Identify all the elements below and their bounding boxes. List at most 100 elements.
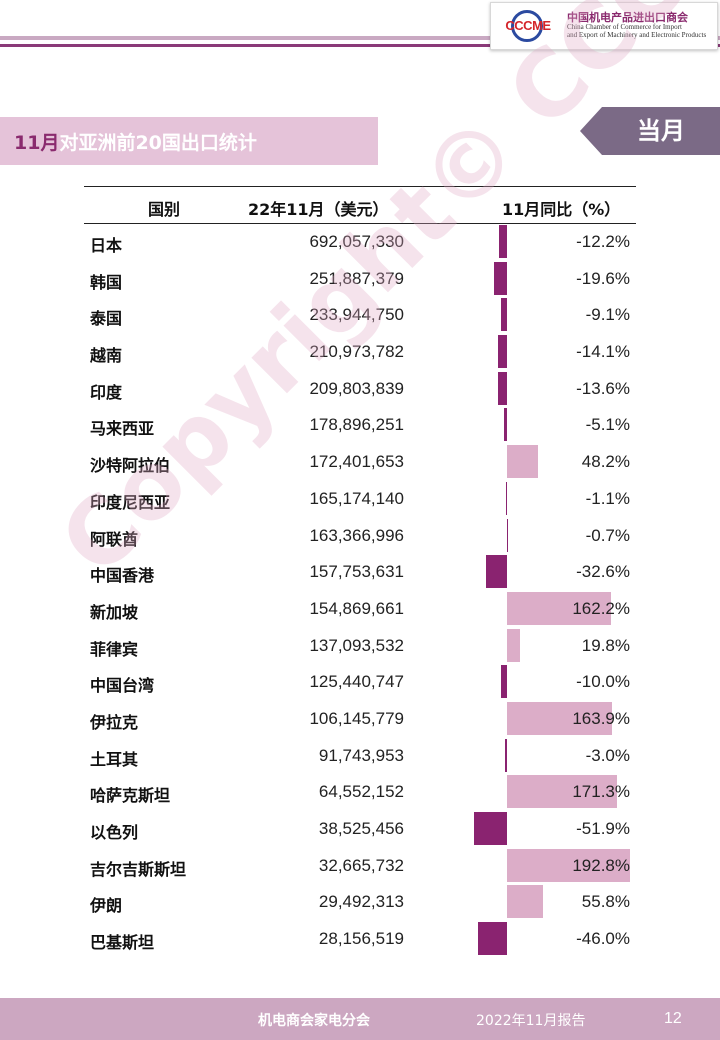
yoy-bar: [501, 298, 507, 332]
country-name: 泰国: [90, 309, 123, 329]
country-name: 哈萨克斯坦: [90, 786, 171, 806]
table-row: 马来西亚 178,896,251 -5.1%: [84, 407, 636, 444]
export-value: 28,156,519: [318, 929, 404, 949]
yoy-bar: [503, 408, 507, 442]
country-name: 伊朗: [90, 896, 123, 916]
logo: CCCME 中国机电产品进出口商会 China Chamber of Comme…: [490, 2, 718, 50]
country-name: 印度尼西亚: [90, 492, 171, 512]
period-badge: [580, 107, 720, 155]
yoy-bar: [507, 885, 543, 919]
export-value: 233,944,750: [309, 305, 404, 325]
country-name: 菲律宾: [90, 639, 139, 659]
export-value: 251,887,379: [309, 268, 404, 288]
yoy-percent: 163.9%: [572, 708, 630, 728]
country-name: 以色列: [90, 823, 139, 842]
col-header-value: 22年11月（美元）: [248, 200, 389, 219]
yoy-bar: [500, 665, 507, 699]
yoy-bar: [507, 701, 612, 735]
footer-org: 机电商会家电分会: [258, 1013, 370, 1029]
table-row: 伊朗 29,492,313 55.8%: [84, 884, 636, 921]
table-header: 国别 22年11月（美元） 11月同比（%）: [84, 186, 636, 224]
yoy-bar: [494, 261, 507, 295]
yoy-percent: -13.6%: [576, 378, 630, 398]
table-row: 印度 209,803,839 -13.6%: [84, 371, 636, 408]
table-row: 新加坡 154,869,661 162.2%: [84, 591, 636, 628]
export-value: 64,552,152: [318, 782, 404, 802]
title-month: 11月: [14, 131, 60, 154]
export-value: 137,093,532: [309, 635, 404, 655]
yoy-bar: [477, 922, 507, 956]
yoy-percent: -9.1%: [585, 305, 630, 325]
yoy-percent: -5.1%: [585, 415, 630, 435]
period-badge-label: 当月: [637, 117, 685, 145]
table-row: 菲律宾 137,093,532 19.8%: [84, 628, 636, 665]
export-value: 32,665,732: [318, 855, 404, 875]
country-name: 越南: [90, 346, 123, 366]
table-body: 日本 692,057,330 -12.2% 韩国 251,887,379 -19.6% 泰国…: [84, 224, 636, 958]
country-name: 吉尔吉斯斯坦: [90, 859, 187, 879]
yoy-bar: [507, 445, 538, 479]
country-name: 日本: [90, 236, 123, 255]
export-value: 210,973,782: [309, 342, 404, 362]
country-name: 阿联酋: [90, 529, 139, 549]
org-name-en-2: and Export of Machinery and Electronic P…: [567, 31, 707, 40]
footer: 机电商会家电分会 2022年11月报告 12: [0, 998, 720, 1040]
yoy-percent: -10.0%: [576, 672, 630, 692]
country-name: 新加坡: [90, 602, 139, 622]
yoy-percent: -3.0%: [585, 745, 630, 765]
country-name: 马来西亚: [90, 419, 155, 439]
col-header-country: 国别: [148, 200, 181, 219]
org-name-cn: 中国机电产品进出口商会: [567, 11, 688, 25]
title-text: 对亚洲前20国出口统计: [59, 131, 257, 154]
yoy-bar: [507, 628, 520, 662]
yoy-percent: -1.1%: [585, 488, 630, 508]
country-name: 巴基斯坦: [90, 933, 155, 953]
table-row: 伊拉克 106,145,779 163.9%: [84, 701, 636, 738]
yoy-bar: [506, 481, 508, 515]
yoy-bar: [473, 812, 507, 845]
header-band-dark: [0, 44, 720, 47]
export-value: 154,869,661: [309, 598, 404, 618]
yoy-percent: -51.9%: [576, 819, 630, 838]
table-row: 泰国 233,944,750 -9.1%: [84, 297, 636, 334]
yoy-bar: [486, 555, 507, 589]
table-row: 哈萨克斯坦 64,552,152 171.3%: [84, 774, 636, 811]
yoy-percent: 55.8%: [581, 892, 630, 912]
yoy-percent: 48.2%: [581, 452, 630, 472]
page-number: 12: [664, 1010, 682, 1027]
export-value: 209,803,839: [309, 378, 404, 398]
table-row: 印度尼西亚 165,174,140 -1.1%: [84, 481, 636, 518]
yoy-bar: [505, 738, 507, 772]
col-header-yoy: 11月同比（%）: [502, 200, 621, 219]
export-table: 国别 22年11月（美元） 11月同比（%） 日本 692,057,330 -12.…: [84, 186, 636, 958]
export-value: 165,174,140: [309, 488, 404, 508]
yoy-bar: [499, 225, 507, 258]
yoy-percent: 19.8%: [581, 635, 630, 655]
page-title: 11月 对亚洲前20国出口统计: [0, 117, 378, 165]
yoy-bar: [498, 371, 507, 405]
table-row: 中国香港 157,753,631 -32.6%: [84, 554, 636, 591]
country-name: 土耳其: [90, 749, 139, 769]
country-name: 韩国: [90, 272, 123, 292]
export-value: 125,440,747: [309, 672, 404, 692]
table-row: 中国台湾 125,440,747 -10.0%: [84, 664, 636, 701]
country-name: 中国台湾: [90, 676, 155, 696]
country-name: 中国香港: [90, 566, 155, 586]
yoy-percent: -19.6%: [576, 268, 630, 288]
table-row: 阿联酋 163,366,996 -0.7%: [84, 518, 636, 555]
yoy-percent: 171.3%: [572, 782, 630, 802]
yoy-percent: -46.0%: [576, 929, 630, 949]
export-value: 106,145,779: [309, 708, 404, 728]
export-value: 38,525,456: [318, 819, 404, 838]
export-value: 91,743,953: [318, 745, 404, 765]
export-value: 172,401,653: [309, 452, 404, 472]
export-value: 157,753,631: [309, 562, 404, 582]
export-value: 29,492,313: [318, 892, 404, 912]
country-name: 沙特阿拉伯: [90, 456, 171, 476]
yoy-bar: [507, 848, 631, 882]
table-row: 韩国 251,887,379 -19.6%: [84, 261, 636, 298]
table-row: 巴基斯坦 28,156,519 -46.0%: [84, 921, 636, 958]
export-value: 163,366,996: [309, 525, 404, 545]
org-name-en-1: China Chamber of Commerce for Import: [567, 23, 682, 32]
yoy-bar: [506, 518, 508, 552]
